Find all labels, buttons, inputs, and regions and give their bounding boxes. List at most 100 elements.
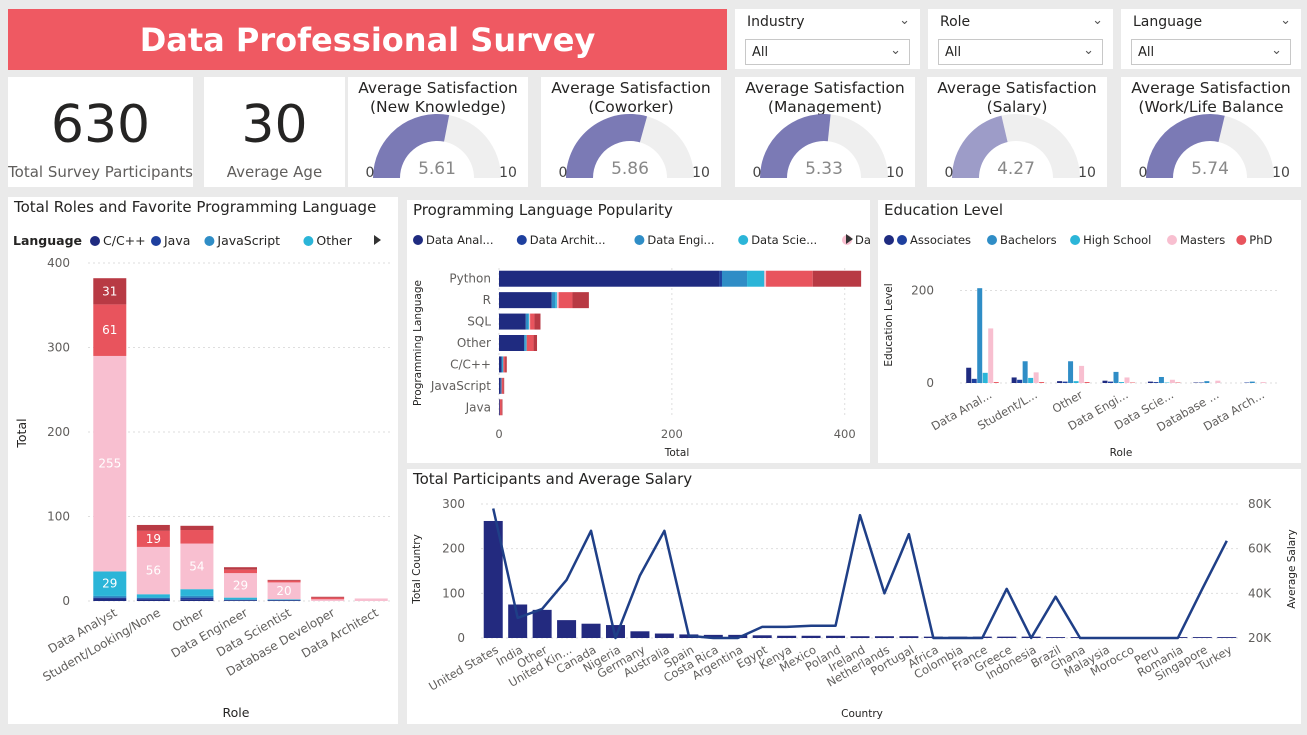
gauge-min: 0 (559, 165, 568, 181)
y-tick-label: R (483, 293, 491, 307)
bar-segment (93, 571, 127, 596)
legend-entry: C/C++ (103, 233, 146, 248)
legend-entry: JavaScript (216, 233, 280, 248)
bar-segment (136, 530, 170, 547)
bar-segment (556, 292, 559, 309)
bar (777, 635, 797, 638)
chart-title: Total Participants and Average Salary (413, 470, 693, 488)
y2-tick-label: 80K (1248, 497, 1272, 511)
chevron-down-icon[interactable]: ⌄ (899, 13, 910, 28)
legend-marker (1070, 235, 1081, 245)
gauge-min: 0 (945, 165, 954, 181)
gauge-min: 0 (366, 165, 375, 181)
bar-segment (555, 292, 557, 309)
bar-segment (499, 313, 526, 330)
bar-segment (180, 589, 214, 596)
y-tick-label: 300 (442, 497, 465, 511)
participants-salary-chart[interactable]: Total Participants and Average Salary 0 1… (407, 469, 1301, 724)
gauge-card: Average Satisfaction (Work/Life Balance 5.… (1121, 77, 1301, 187)
bar (1147, 381, 1153, 383)
bar (532, 609, 552, 638)
bar (1217, 637, 1237, 638)
language-dropdown[interactable]: All ⌄ (1131, 39, 1291, 65)
legend-marker (151, 236, 161, 246)
legend-entry: Data Anal... (426, 233, 493, 247)
chevron-down-icon[interactable]: ⌄ (1271, 43, 1282, 58)
bar (1158, 376, 1164, 383)
gauge-card: Average Satisfaction (New Knowledge) 5.61 0… (348, 77, 528, 187)
roles-language-chart[interactable]: Total Roles and Favorite Programming Lan… (8, 197, 398, 724)
bar-segment (528, 313, 530, 330)
bar-segment (224, 597, 257, 600)
bar-segment (533, 335, 538, 351)
gauge-title: Average Satisfaction (Coworker) (541, 79, 721, 117)
bar (508, 604, 528, 638)
bar-segment (354, 598, 388, 601)
data-label: 61 (102, 323, 117, 337)
gauge-card: Average Satisfaction (Management) 5.33 0 10 (735, 77, 915, 187)
bar-segment (534, 313, 541, 330)
industry-dropdown[interactable]: All ⌄ (745, 39, 910, 65)
bar-segment (136, 598, 170, 600)
gauge-value: 5.61 (418, 159, 456, 179)
bar-segment (499, 270, 720, 287)
dashboard-title-text: Data Professional Survey (139, 20, 596, 59)
chevron-down-icon[interactable]: ⌄ (1092, 13, 1103, 28)
y-tick-label: 200 (911, 284, 934, 298)
gauge-title-line: Average Satisfaction (551, 79, 711, 97)
legend-marker (634, 235, 645, 245)
y2-tick-label: 40K (1248, 586, 1272, 600)
bar (1073, 381, 1079, 383)
gauge-title-line: Average Satisfaction (745, 79, 905, 97)
gauge-title-line: (New Knowledge) (369, 98, 507, 116)
y-axis-title: Total (14, 418, 29, 448)
bar-segment (499, 399, 502, 416)
y-tick-label: 0 (62, 594, 70, 608)
language-popularity-svg: Data Anal... Data Archit... Data Engi... Da… (412, 233, 870, 459)
role-dropdown[interactable]: All ⌄ (938, 39, 1103, 65)
bar (1084, 382, 1090, 383)
bar-segment (136, 524, 170, 531)
legend-entry: Database ... (855, 233, 870, 247)
bar (977, 288, 983, 383)
bar (1192, 637, 1212, 638)
bar-segment (93, 278, 127, 305)
language-popularity-chart[interactable]: Programming Language Popularity Data Ana… (407, 200, 870, 463)
bar-segment (503, 377, 505, 394)
bar (1022, 361, 1028, 383)
bar (1028, 377, 1034, 383)
gauge-value: 5.33 (805, 159, 843, 179)
role-slicer[interactable]: Role ⌄ All ⌄ (928, 9, 1113, 69)
bar-segment (505, 356, 507, 373)
bar-segment (267, 600, 301, 601)
legend-entry: PhD (1249, 233, 1272, 247)
x-axis-title: Role (223, 705, 250, 720)
chevron-down-icon[interactable]: ⌄ (1280, 13, 1291, 28)
bar-segment (136, 597, 170, 599)
chevron-down-icon[interactable]: ⌄ (890, 43, 901, 58)
bar-segment (311, 596, 345, 598)
bar-segment (93, 595, 127, 598)
bar (982, 372, 988, 383)
language-slicer[interactable]: Language ⌄ All ⌄ (1121, 9, 1301, 69)
chevron-down-icon[interactable]: ⌄ (1083, 43, 1094, 58)
bar-segment (501, 356, 503, 373)
language-slicer-label: Language (1133, 14, 1203, 30)
chart-title: Total Roles and Favorite Programming Lan… (14, 198, 377, 216)
industry-slicer[interactable]: Industry ⌄ All ⌄ (735, 9, 920, 69)
y-axis-title: Education Level (883, 283, 895, 366)
x-tick-label: Data Architect (299, 605, 381, 660)
legend-next-icon (846, 234, 853, 244)
bar (703, 634, 723, 638)
bar (1062, 381, 1068, 383)
bar-segment (180, 543, 214, 590)
gauge-card: Average Satisfaction (Coworker) 5.86 0 10 (541, 77, 721, 187)
bar-segment (267, 599, 301, 601)
data-label: 29 (102, 577, 117, 591)
legend-title: Language (13, 233, 82, 248)
x-tick-label: United States (426, 642, 500, 693)
education-level-chart[interactable]: Education Level Associates Bachelors High … (878, 200, 1301, 463)
bar-segment (180, 599, 214, 601)
bar (966, 367, 972, 383)
industry-dropdown-value: All (752, 45, 769, 60)
